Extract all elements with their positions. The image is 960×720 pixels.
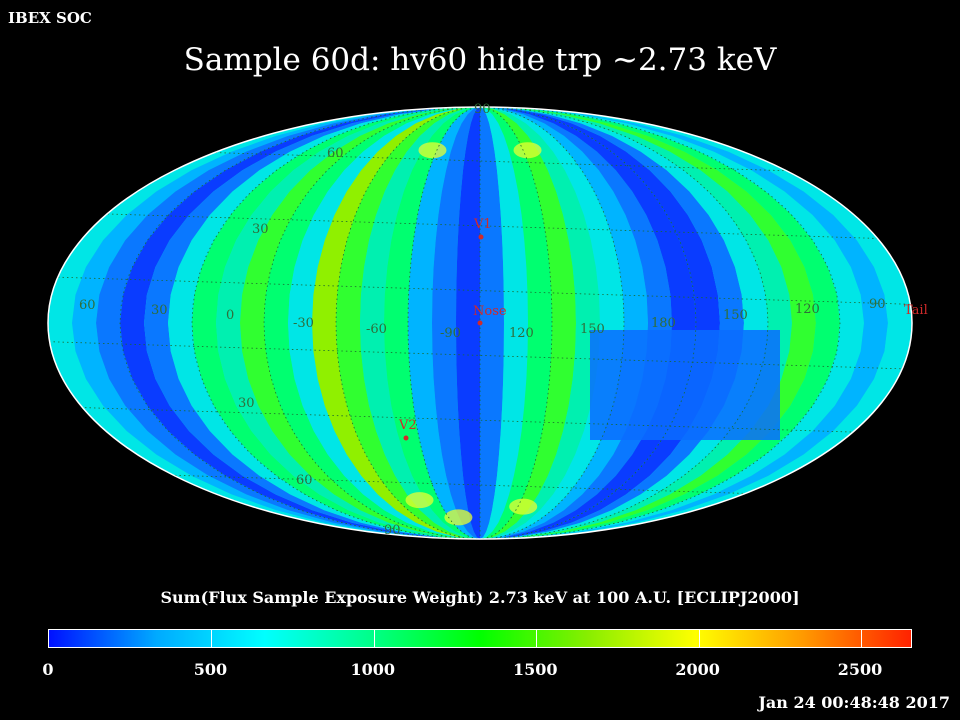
lon-label: 150 — [723, 308, 748, 323]
colorbar-tick — [373, 630, 375, 647]
flux-band — [408, 107, 480, 539]
lat-label-90-south: 90 — [384, 523, 401, 538]
flux-patch — [509, 498, 538, 515]
flux-band — [480, 107, 576, 539]
lon-label: -90 — [440, 326, 461, 341]
lon-label: 0 — [226, 308, 234, 323]
meridian-line — [119, 107, 481, 539]
parallel-line — [48, 405, 912, 435]
colorbar-tick-label: 1500 — [512, 660, 558, 679]
flux-band — [480, 107, 600, 539]
meridian-line — [479, 107, 553, 539]
parallel-line — [48, 341, 912, 370]
flux-band — [480, 107, 528, 539]
lat-label-30-north: 30 — [252, 222, 269, 237]
svg-text:Nose: Nose — [473, 304, 507, 319]
lon-label: -30 — [293, 316, 314, 331]
colorbar-tick — [536, 630, 538, 647]
flux-band — [360, 107, 480, 539]
colorbar-tick-label: 500 — [193, 660, 228, 679]
flux-bands — [48, 107, 912, 539]
lat-label-30-south: 30 — [238, 396, 255, 411]
flux-band — [336, 107, 480, 539]
meridian-line — [407, 107, 481, 539]
colorbar-tick — [211, 630, 213, 647]
flux-patch — [513, 142, 542, 159]
source-label: IBEX SOC — [8, 9, 92, 27]
flux-band — [384, 107, 480, 539]
colorbar — [48, 629, 912, 648]
colorbar-tick — [698, 630, 700, 647]
timestamp: Jan 24 00:48:48 2017 — [758, 693, 950, 712]
flux-band — [480, 107, 504, 539]
flux-region — [590, 330, 780, 440]
colorbar-tick-label: 2500 — [837, 660, 883, 679]
colorbar-title: Sum(Flux Sample Exposure Weight) 2.73 ke… — [160, 588, 800, 607]
lon-label: 60 — [79, 298, 96, 313]
lon-label: 120 — [795, 302, 820, 317]
svg-text:V1: V1 — [473, 217, 492, 232]
flux-band — [480, 107, 552, 539]
marker-v2: V2 — [398, 418, 417, 441]
flux-band — [480, 107, 624, 539]
parallel-line — [48, 146, 912, 176]
svg-text:Tail: Tail — [904, 303, 928, 318]
lon-label: 30 — [151, 303, 168, 318]
marker-nose: Nose — [473, 304, 507, 326]
meridian-line — [479, 107, 625, 539]
lon-label: 180 — [651, 316, 676, 331]
svg-text:V2: V2 — [398, 418, 417, 433]
lon-label: 90 — [869, 297, 886, 312]
colorbar-tick — [861, 630, 863, 647]
colorbar-tick-label: 2000 — [675, 660, 720, 679]
meridian-line — [479, 107, 841, 539]
meridian-line — [479, 107, 697, 539]
lon-label: 150 — [580, 322, 605, 337]
marker-v1: V1 — [473, 217, 492, 240]
lon-label: -60 — [366, 322, 387, 337]
lat-label-90-north: 90 — [474, 102, 491, 117]
page-title: Sample 60d: hv60 hide trp ~2.73 keV — [183, 42, 777, 78]
lon-label: 120 — [509, 326, 534, 341]
parallel-line — [48, 211, 912, 241]
marker-tail: Tail — [904, 303, 928, 318]
flux-band — [456, 107, 480, 539]
colorbar-tick-label: 1000 — [350, 660, 396, 679]
meridian-line — [335, 107, 481, 539]
meridian-line — [263, 107, 481, 539]
lat-label-60-north: 60 — [327, 146, 344, 161]
flux-band — [312, 107, 480, 539]
flux-patch — [405, 492, 434, 509]
colorbar-tick-label: 0 — [42, 660, 54, 679]
map-border — [47, 106, 913, 540]
parallel-line — [48, 276, 912, 305]
lat-label-60-south: 60 — [296, 473, 313, 488]
flux-patch — [418, 142, 447, 159]
